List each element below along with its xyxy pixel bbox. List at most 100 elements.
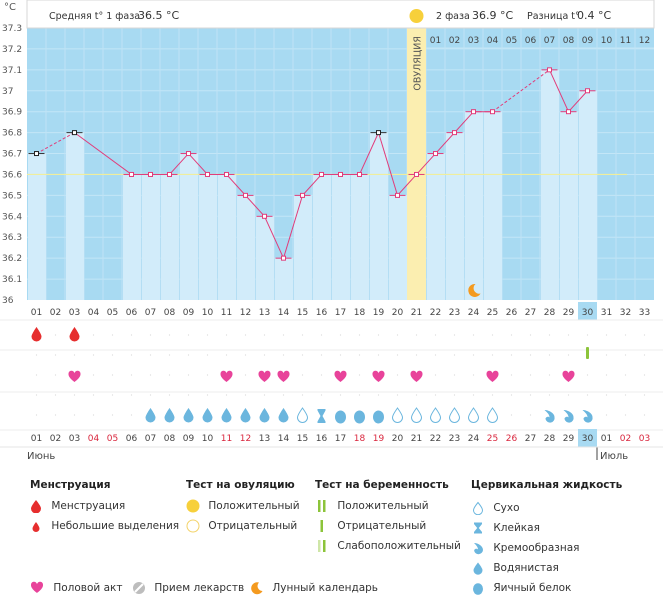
grid-dot <box>643 394 646 396</box>
temperature-line <box>549 69 569 112</box>
grid-dot <box>434 374 437 376</box>
temperature-point <box>414 171 419 177</box>
grid-dot <box>35 374 38 376</box>
grid-dot <box>282 354 285 356</box>
grid-dot <box>529 374 532 376</box>
drop-outline-icon <box>472 501 484 516</box>
grid-dot <box>187 394 190 396</box>
grid-dot <box>111 354 114 356</box>
y-tick-label: 36.5 <box>2 191 22 201</box>
temperature-bar <box>370 132 388 300</box>
calendar-day-label: 27 <box>525 434 536 444</box>
legend-cervical-eggwhite-item: Яичный белок <box>471 581 571 595</box>
calendar-day-label: 18 <box>354 434 366 444</box>
temperature-bar <box>180 153 198 300</box>
grid-dot <box>529 334 532 336</box>
calendar-day-label: 01 <box>601 434 612 444</box>
pill-icon <box>133 582 145 594</box>
calendar-day-label: 10 <box>202 434 214 444</box>
grid-dot <box>35 354 38 356</box>
grid-dot <box>396 374 399 376</box>
grid-dot <box>548 374 551 376</box>
cycle-day-label: 14 <box>278 308 290 318</box>
temperature-point <box>243 192 248 198</box>
intercourse-heart-icon <box>562 370 575 382</box>
temperature-point <box>452 130 457 136</box>
legend-cervical-dry-label: Сухо <box>493 502 520 514</box>
grid-dot <box>510 354 513 356</box>
legend-pregnancy-negative-item: Отрицательный <box>315 519 426 533</box>
grid-dot <box>225 334 228 336</box>
intercourse-heart-icon <box>486 370 499 382</box>
grid-dot <box>206 334 209 336</box>
cycle-day-label: 16 <box>316 308 328 318</box>
grid-dot <box>54 374 57 376</box>
calendar-day-label: 19 <box>373 434 385 444</box>
calendar-day-label: 21 <box>411 434 422 444</box>
cycle-day-label: 17 <box>335 308 346 318</box>
temperature-point <box>566 109 571 115</box>
dry-drop-icon <box>467 407 480 423</box>
grid-dot <box>301 374 304 376</box>
cycle-day-label: 01 <box>31 308 42 318</box>
grid-dot <box>130 394 133 396</box>
grid-dot <box>244 394 247 396</box>
grid-dot <box>358 374 361 376</box>
intercourse-heart-icon <box>258 370 271 382</box>
legend-pregnancy-weak-item: Слабоположительный <box>315 539 461 553</box>
y-tick-label: 37 <box>2 87 13 97</box>
grid-dot <box>187 374 190 376</box>
temperature-line <box>226 174 246 196</box>
today-highlight <box>578 302 597 320</box>
temperature-line <box>416 153 436 175</box>
grid-dot <box>358 394 361 396</box>
cycle-day-label: 24 <box>468 308 480 318</box>
cycle-day-label: 26 <box>506 308 518 318</box>
creamy-drop-icon <box>544 410 555 423</box>
calendar-day-label: 29 <box>563 434 575 444</box>
temperature-line <box>435 132 455 154</box>
temperature-point <box>585 88 590 94</box>
temperature-line <box>283 195 303 259</box>
temperature-point <box>357 171 362 177</box>
temperature-point <box>205 171 210 177</box>
grid-dot <box>396 394 399 396</box>
cycle-day-label: 04 <box>88 308 100 318</box>
cycle-day-label: 18 <box>354 308 366 318</box>
ovulation-sun-icon <box>409 9 424 23</box>
grid-dot <box>130 354 133 356</box>
temperature-line <box>568 90 588 113</box>
drop-red-icon <box>31 500 41 514</box>
legend-ovulation-negative-item: Отрицательный <box>186 519 297 533</box>
temperature-point <box>547 67 552 73</box>
cycle-day-label: 27 <box>525 308 536 318</box>
grid-dot <box>282 394 285 396</box>
calendar-day-label: 02 <box>620 434 631 444</box>
grid-dot <box>244 334 247 336</box>
grid-dot <box>567 334 570 336</box>
watery-drop-icon <box>145 408 156 423</box>
temperature-bar <box>541 69 559 300</box>
calendar-day-label: 25 <box>487 434 498 444</box>
cycle-day-label: 11 <box>221 308 232 318</box>
grid-dot <box>358 354 361 356</box>
grid-dot <box>54 414 57 416</box>
ovulation-column <box>407 28 426 300</box>
calendar-day-label: 22 <box>430 434 441 444</box>
watery-drop-icon <box>164 408 175 423</box>
grid-dot <box>149 354 152 356</box>
cycle-day-label: 31 <box>601 308 612 318</box>
grid-dot <box>168 394 171 396</box>
grid-dot <box>586 374 589 376</box>
grid-dot <box>320 334 323 336</box>
grid-dot <box>510 414 513 416</box>
temperature-line <box>454 111 474 133</box>
phase2-day-label: 08 <box>563 36 575 46</box>
temperature-line <box>264 216 284 259</box>
temperature-point <box>186 151 191 157</box>
legend-pregnancy-test-title: Тест на беременность <box>315 479 449 491</box>
cycle-day-label: 13 <box>259 308 270 318</box>
grid-dot <box>548 334 551 336</box>
grid-dot <box>149 334 152 336</box>
